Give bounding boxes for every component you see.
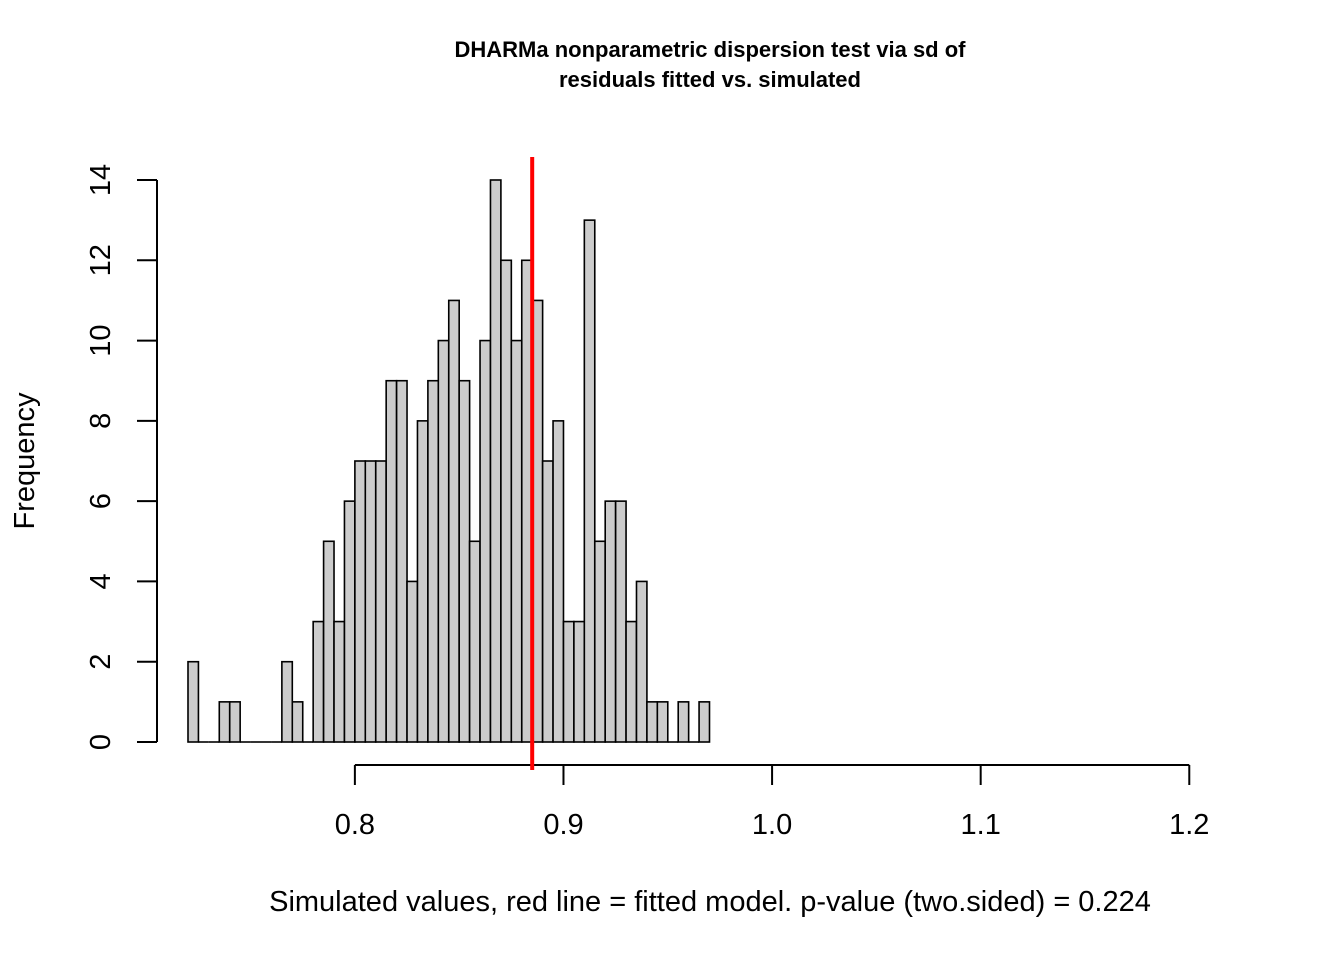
histogram-bar (552, 420, 565, 743)
y-tick-label: 8 (85, 413, 117, 429)
histogram-bar (573, 620, 586, 743)
histogram-bar (479, 339, 492, 743)
histogram-bar (656, 701, 669, 743)
histogram-bar (322, 540, 335, 743)
x-tick-label: 1.1 (961, 809, 1001, 841)
histogram-bar (500, 259, 513, 743)
histogram-bar (333, 620, 346, 743)
chart-title-line-1: DHARMa nonparametric dispersion test via… (455, 37, 967, 62)
histogram-bar (228, 701, 241, 743)
chart-title-line-2: residuals fitted vs. simulated (559, 67, 861, 92)
x-tick-label: 0.9 (543, 809, 583, 841)
histogram-bar (406, 580, 419, 743)
histogram-bar (427, 379, 440, 743)
histogram-bar (343, 500, 356, 743)
histogram-bar (416, 420, 429, 743)
histogram-bar (291, 701, 304, 743)
histogram-bar (395, 379, 408, 743)
y-axis: 0 2 4 6 8 10 12 14 (85, 164, 158, 750)
histogram-bar (635, 580, 648, 743)
x-tick-label: 1.0 (752, 809, 792, 841)
histogram-bar (437, 339, 450, 743)
histogram-bar (218, 701, 231, 743)
histogram-bar (281, 660, 294, 743)
histogram-bar (374, 460, 387, 743)
x-tick-label: 0.8 (335, 809, 375, 841)
histogram-bar (677, 701, 690, 743)
y-tick-label: 10 (85, 324, 117, 356)
histogram-bar (458, 379, 471, 743)
y-tick-label: 4 (85, 573, 117, 589)
y-tick-label: 0 (85, 734, 117, 750)
histogram-bar (354, 460, 367, 743)
histogram-bar (583, 219, 596, 743)
histogram-bar (468, 540, 481, 743)
histogram-bars (187, 179, 711, 743)
histogram-bar (541, 460, 554, 743)
x-axis-label: Simulated values, red line = fitted mode… (269, 886, 1151, 918)
y-tick-label: 6 (85, 493, 117, 509)
y-tick-label: 14 (85, 164, 117, 196)
x-tick-label: 1.2 (1169, 809, 1209, 841)
histogram-bar (489, 179, 502, 743)
x-axis: 0.8 0.9 1.0 1.1 1.2 (335, 764, 1209, 841)
histogram-bar (385, 379, 398, 743)
histogram-bar (447, 299, 460, 743)
histogram-bar (698, 701, 711, 743)
y-tick-label: 12 (85, 244, 117, 276)
histogram-bar (364, 460, 377, 743)
histogram-bar (312, 620, 325, 743)
histogram-bar (614, 500, 627, 743)
histogram-bar (593, 540, 607, 743)
histogram-bar (646, 701, 659, 743)
histogram-bar (562, 620, 575, 743)
histogram-bar (625, 620, 638, 743)
y-axis-label: Frequency (9, 392, 41, 530)
y-tick-label: 2 (85, 654, 117, 670)
histogram-bar (510, 339, 523, 743)
histogram-bar (604, 500, 617, 743)
histogram-bar (187, 660, 200, 743)
